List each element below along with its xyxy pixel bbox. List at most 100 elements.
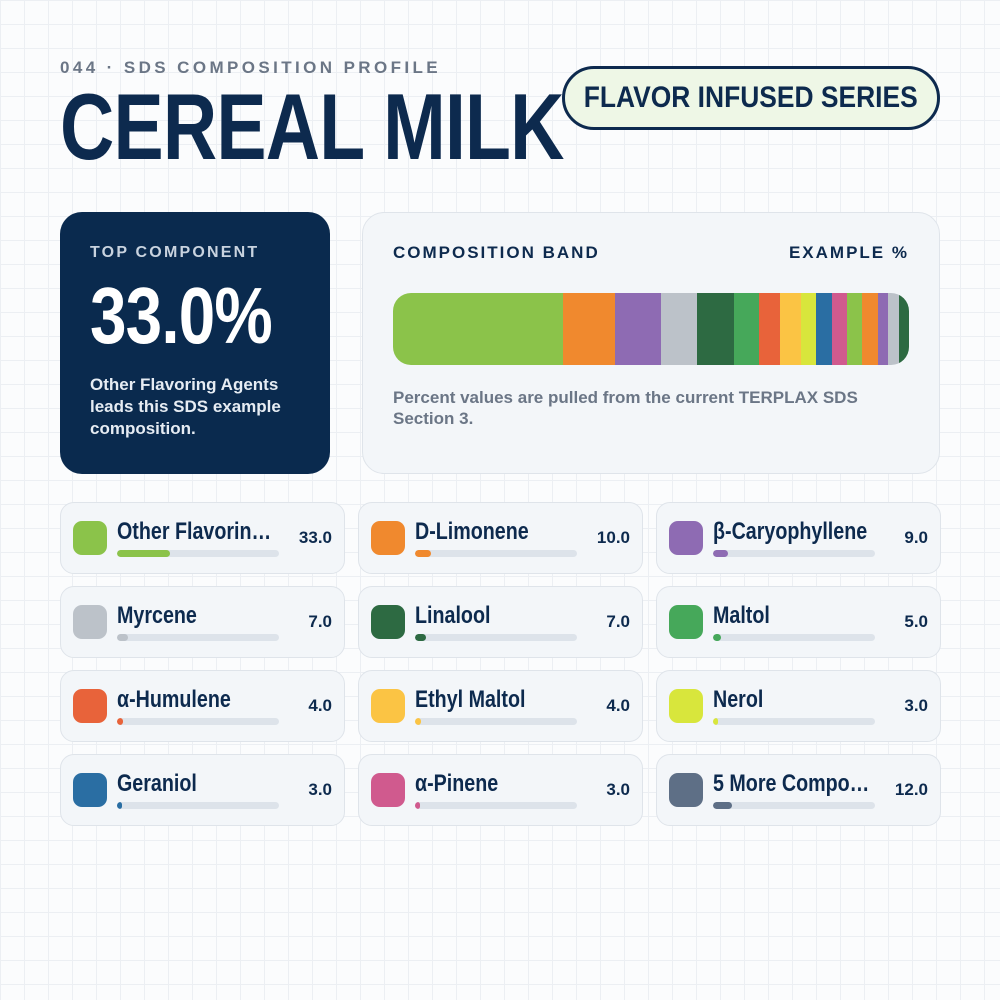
component-value: 7.0 [308, 612, 332, 631]
band-segment [800, 293, 817, 365]
component-name: Other Flavoring Agents [117, 519, 281, 545]
band-header: COMPOSITION BAND EXAMPLE % [393, 243, 909, 263]
component-swatch [371, 521, 405, 555]
component-card: α-Pinene 3.0 [358, 754, 643, 826]
component-value: 9.0 [904, 528, 928, 547]
component-bar-track [117, 550, 279, 557]
component-name: α-Humulene [117, 687, 231, 713]
component-name: Ethyl Maltol [415, 687, 526, 713]
component-swatch [669, 605, 703, 639]
component-bar-track [117, 718, 279, 725]
band-note: Percent values are pulled from the curre… [393, 388, 858, 428]
component-name: 5 More Components [713, 771, 877, 797]
band-segment [563, 293, 615, 365]
component-swatch [371, 605, 405, 639]
band-segment [733, 293, 760, 365]
component-name: α-Pinene [415, 771, 499, 797]
band-segment [697, 293, 734, 365]
band-segment [614, 293, 662, 365]
band-segment [831, 293, 847, 365]
component-value: 3.0 [606, 780, 630, 799]
series-badge-label: FLAVOR INFUSED SERIES [584, 81, 918, 114]
band-segment [759, 293, 780, 365]
band-segment [888, 293, 899, 365]
eyebrow-label: 044 · SDS COMPOSITION PROFILE [60, 58, 442, 77]
component-value: 3.0 [904, 696, 928, 715]
top-component-label: TOP COMPONENT [90, 244, 260, 261]
component-swatch [73, 605, 107, 639]
component-value: 10.0 [596, 528, 630, 547]
component-card: Maltol 5.0 [656, 586, 941, 658]
band-heading: COMPOSITION BAND [393, 243, 600, 262]
component-swatch [669, 521, 703, 555]
component-name: D-Limonene [415, 519, 529, 545]
component-bar-track [415, 718, 577, 725]
component-grid: Other Flavoring Agents 33.0 D-Limonene 10.0… [60, 502, 941, 826]
component-card: D-Limonene 10.0 [358, 502, 643, 574]
component-card: β-Caryophyllene 9.0 [656, 502, 941, 574]
band-segment [779, 293, 801, 365]
component-bar-track [117, 802, 279, 809]
component-value: 4.0 [308, 696, 332, 715]
page-title: CEREAL MILK [60, 74, 564, 179]
component-bar [713, 802, 733, 809]
top-component-description: Other Flavoring Agents leads this SDS ex… [90, 375, 281, 438]
component-bar [415, 550, 432, 557]
component-card: Geraniol 3.0 [60, 754, 345, 826]
component-bar-track [713, 718, 875, 725]
component-swatch [669, 773, 703, 807]
component-swatch [371, 689, 405, 723]
component-name: Myrcene [117, 603, 197, 629]
component-bar-track [415, 550, 577, 557]
component-bar-track [117, 634, 279, 641]
band-segment [661, 293, 698, 365]
series-badge: FLAVOR INFUSED SERIES [562, 66, 940, 130]
band-segment [877, 293, 889, 365]
component-swatch [73, 689, 107, 723]
component-value: 4.0 [606, 696, 630, 715]
component-bar-track [415, 634, 577, 641]
composition-band-card: COMPOSITION BAND EXAMPLE % Percent value… [362, 212, 940, 474]
band-heading-right: EXAMPLE % [788, 243, 909, 262]
component-bar [117, 550, 171, 557]
component-card: Linalool 7.0 [358, 586, 643, 658]
component-bar-track [713, 634, 875, 641]
component-bar [713, 634, 722, 641]
component-value: 33.0 [298, 528, 332, 547]
component-bar [117, 634, 129, 641]
top-component-value: 33.0% [90, 271, 273, 360]
component-swatch [73, 773, 107, 807]
band-segment [898, 293, 909, 365]
component-bar [117, 802, 122, 809]
component-card: Myrcene 7.0 [60, 586, 345, 658]
component-card: 5 More Components 12.0 [656, 754, 941, 826]
top-component-card: TOP COMPONENT 33.0% Other Flavoring Agen… [60, 212, 330, 474]
component-bar-track [713, 550, 875, 557]
component-bar [415, 802, 420, 809]
component-name: Geraniol [117, 771, 197, 797]
component-swatch [371, 773, 405, 807]
component-bar-track [415, 802, 577, 809]
component-name: Linalool [415, 603, 491, 629]
band-segment [816, 293, 832, 365]
component-name: β-Caryophyllene [713, 519, 868, 545]
band-segment [393, 293, 564, 365]
component-bar-track [713, 802, 875, 809]
component-value: 12.0 [894, 780, 928, 799]
component-card: Other Flavoring Agents 33.0 [60, 502, 345, 574]
component-name: Maltol [713, 603, 770, 629]
component-name: Nerol [713, 687, 764, 713]
component-card: α-Humulene 4.0 [60, 670, 345, 742]
component-swatch [669, 689, 703, 723]
component-swatch [73, 521, 107, 555]
band-segment [862, 293, 878, 365]
component-value: 3.0 [308, 780, 332, 799]
composition-band-bar [393, 293, 909, 365]
component-bar [415, 718, 422, 725]
component-bar [713, 718, 718, 725]
component-bar [117, 718, 124, 725]
component-card: Ethyl Maltol 4.0 [358, 670, 643, 742]
band-segment [846, 293, 863, 365]
component-bar [415, 634, 427, 641]
component-bar [713, 550, 728, 557]
